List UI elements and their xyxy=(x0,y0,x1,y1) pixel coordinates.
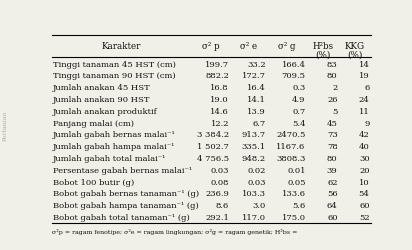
Text: 10: 10 xyxy=(359,178,370,186)
Text: 236.9: 236.9 xyxy=(205,190,229,198)
Text: 12.2: 12.2 xyxy=(211,119,229,127)
Text: 14.6: 14.6 xyxy=(210,107,229,115)
Text: σ² p: σ² p xyxy=(201,42,219,50)
Text: 73: 73 xyxy=(327,131,337,139)
Text: 52: 52 xyxy=(359,213,370,221)
Text: Jumlah anakan produktif: Jumlah anakan produktif xyxy=(53,107,157,115)
Text: 913.7: 913.7 xyxy=(241,131,266,139)
Text: 4.9: 4.9 xyxy=(292,96,306,104)
Text: Bobot gabah total tanaman⁻¹ (g): Bobot gabah total tanaman⁻¹ (g) xyxy=(53,213,190,221)
Text: 0.3: 0.3 xyxy=(293,84,306,92)
Text: KKG: KKG xyxy=(345,42,365,50)
Text: 80: 80 xyxy=(327,72,337,80)
Text: Persentase gabah bernas malai⁻¹: Persentase gabah bernas malai⁻¹ xyxy=(53,166,192,174)
Text: Bobot gabah bernas tanaman⁻¹ (g): Bobot gabah bernas tanaman⁻¹ (g) xyxy=(53,190,199,198)
Text: 11: 11 xyxy=(359,107,370,115)
Text: 0.03: 0.03 xyxy=(247,178,266,186)
Text: 0.08: 0.08 xyxy=(211,178,229,186)
Text: Jumlah anakan 90 HST: Jumlah anakan 90 HST xyxy=(53,96,150,104)
Text: 4 756.5: 4 756.5 xyxy=(197,154,229,162)
Text: 6: 6 xyxy=(364,84,370,92)
Text: 62: 62 xyxy=(327,178,337,186)
Text: (%): (%) xyxy=(347,50,363,59)
Text: 335.1: 335.1 xyxy=(241,142,266,150)
Text: 16.8: 16.8 xyxy=(211,84,229,92)
Text: 172.7: 172.7 xyxy=(242,72,266,80)
Text: 3808.3: 3808.3 xyxy=(276,154,306,162)
Text: 45: 45 xyxy=(327,119,337,127)
Text: 19.0: 19.0 xyxy=(211,96,229,104)
Text: 80: 80 xyxy=(327,154,337,162)
Text: H²bs: H²bs xyxy=(312,42,333,50)
Text: 60: 60 xyxy=(327,213,337,221)
Text: 8.6: 8.6 xyxy=(216,201,229,209)
Text: 3.0: 3.0 xyxy=(253,201,266,209)
Text: 83: 83 xyxy=(327,60,337,68)
Text: 199.7: 199.7 xyxy=(205,60,229,68)
Text: 33.2: 33.2 xyxy=(247,60,266,68)
Text: 166.4: 166.4 xyxy=(282,60,306,68)
Text: 42: 42 xyxy=(359,131,370,139)
Text: 39: 39 xyxy=(327,166,337,174)
Text: 16.4: 16.4 xyxy=(247,84,266,92)
Text: Bobot gabah hampa tanaman⁻¹ (g): Bobot gabah hampa tanaman⁻¹ (g) xyxy=(53,201,199,209)
Text: 54: 54 xyxy=(359,190,370,198)
Text: Jumlah gabah bernas malai⁻¹: Jumlah gabah bernas malai⁻¹ xyxy=(53,131,176,139)
Text: 882.2: 882.2 xyxy=(205,72,229,80)
Text: 13.9: 13.9 xyxy=(247,107,266,115)
Text: σ²p = ragam fenotipe; σ²e = ragam lingkungan; σ²g = ragam genetik; H²bs =: σ²p = ragam fenotipe; σ²e = ragam lingku… xyxy=(52,228,297,234)
Text: 5.4: 5.4 xyxy=(292,119,306,127)
Text: Jumlah anakan 45 HST: Jumlah anakan 45 HST xyxy=(53,84,150,92)
Text: 56: 56 xyxy=(327,190,337,198)
Text: 5: 5 xyxy=(332,107,337,115)
Text: 14.1: 14.1 xyxy=(247,96,266,104)
Text: Jumlah gabah total malai⁻¹: Jumlah gabah total malai⁻¹ xyxy=(53,154,166,162)
Text: Jumlah gabah hampa malai⁻¹: Jumlah gabah hampa malai⁻¹ xyxy=(53,142,175,150)
Text: Tinggi tanaman 45 HST (cm): Tinggi tanaman 45 HST (cm) xyxy=(53,60,176,68)
Text: 9: 9 xyxy=(364,119,370,127)
Text: 292.1: 292.1 xyxy=(205,213,229,221)
Text: 26: 26 xyxy=(327,96,337,104)
Text: 0.02: 0.02 xyxy=(247,166,266,174)
Text: 24: 24 xyxy=(359,96,370,104)
Text: 0.7: 0.7 xyxy=(293,107,306,115)
Text: Panjang malai (cm): Panjang malai (cm) xyxy=(53,119,134,127)
Text: σ² e: σ² e xyxy=(240,42,257,50)
Text: 1167.6: 1167.6 xyxy=(276,142,306,150)
Text: 19: 19 xyxy=(359,72,370,80)
Text: Tinggi tanaman 90 HST (cm): Tinggi tanaman 90 HST (cm) xyxy=(53,72,176,80)
Text: 5.6: 5.6 xyxy=(293,201,306,209)
Text: 709.5: 709.5 xyxy=(282,72,306,80)
Text: 3 384.2: 3 384.2 xyxy=(197,131,229,139)
Text: 78: 78 xyxy=(327,142,337,150)
Text: Pertanian: Pertanian xyxy=(2,110,7,140)
Text: 133.6: 133.6 xyxy=(282,190,306,198)
Text: 0.01: 0.01 xyxy=(287,166,306,174)
Text: 6.7: 6.7 xyxy=(253,119,266,127)
Text: 40: 40 xyxy=(359,142,370,150)
Text: Karakter: Karakter xyxy=(101,42,140,50)
Text: 2: 2 xyxy=(332,84,337,92)
Text: 103.3: 103.3 xyxy=(242,190,266,198)
Text: Bobot 100 butir (g): Bobot 100 butir (g) xyxy=(53,178,134,186)
Text: 0.03: 0.03 xyxy=(211,166,229,174)
Text: 0.05: 0.05 xyxy=(287,178,306,186)
Text: 20: 20 xyxy=(359,166,370,174)
Text: 175.0: 175.0 xyxy=(282,213,306,221)
Text: 60: 60 xyxy=(359,201,370,209)
Text: 117.0: 117.0 xyxy=(242,213,266,221)
Text: σ² g: σ² g xyxy=(278,42,296,50)
Text: 64: 64 xyxy=(327,201,337,209)
Text: 948.2: 948.2 xyxy=(241,154,266,162)
Text: 30: 30 xyxy=(359,154,370,162)
Text: 2470.5: 2470.5 xyxy=(276,131,306,139)
Text: 14: 14 xyxy=(359,60,370,68)
Text: 1 502.7: 1 502.7 xyxy=(197,142,229,150)
Text: (%): (%) xyxy=(315,50,330,59)
